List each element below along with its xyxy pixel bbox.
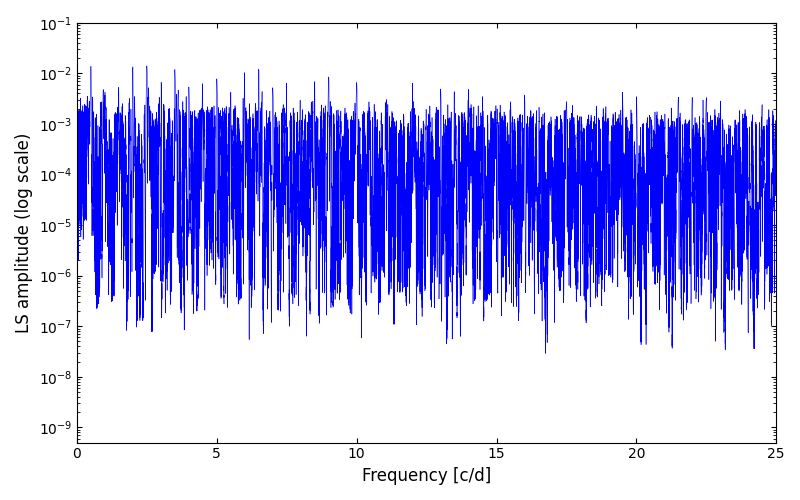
Y-axis label: LS amplitude (log scale): LS amplitude (log scale) [15,132,33,333]
X-axis label: Frequency [c/d]: Frequency [c/d] [362,467,491,485]
